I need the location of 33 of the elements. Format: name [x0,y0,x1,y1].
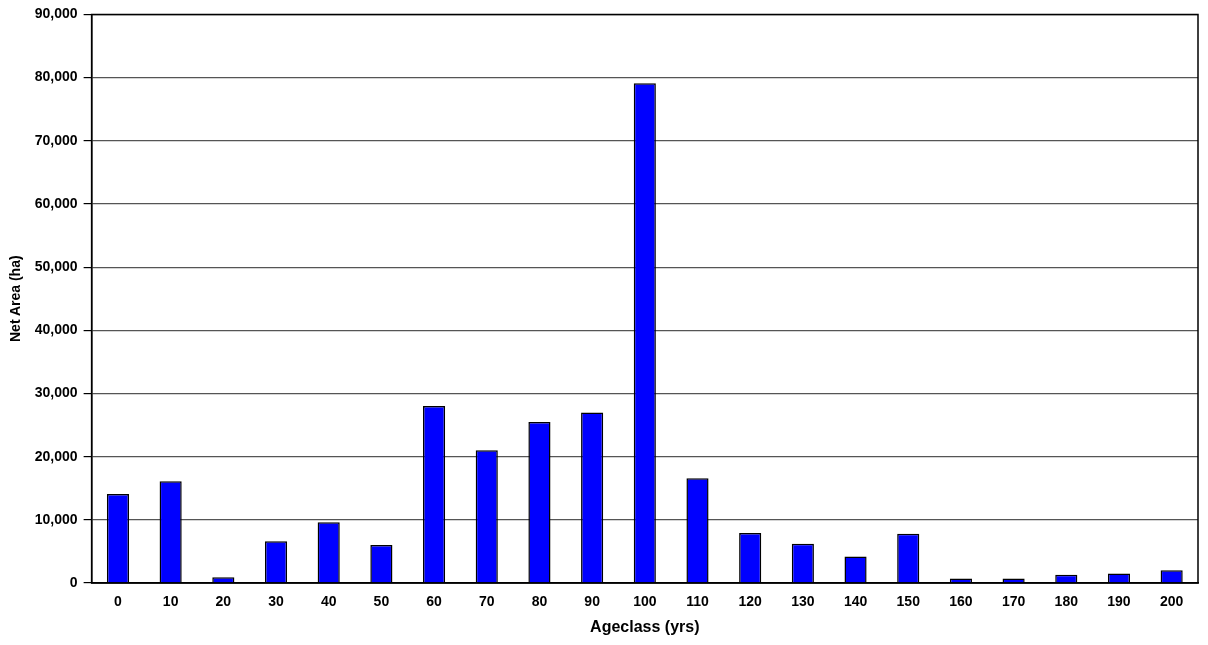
x-tick-label: 20 [215,593,232,610]
y-tick-label: 60,000 [34,194,78,211]
x-axis-title: Ageclass (yrs) [590,617,700,635]
x-tick-label: 0 [114,593,123,610]
y-tick-label: 0 [69,573,78,590]
x-tick-label: 70 [478,593,495,610]
x-tick-label: 100 [633,593,657,610]
x-tick-label: 40 [320,593,337,610]
y-axis-title: Net Area (ha) [7,255,24,343]
x-tick-label: 180 [1054,593,1079,610]
y-tick-label: 20,000 [34,447,78,464]
y-tick-label: 90,000 [34,5,78,22]
x-tick-label: 60 [426,593,443,610]
y-tick-label: 30,000 [34,384,78,401]
y-tick-label: 50,000 [34,257,78,274]
y-tick-label: 80,000 [34,68,78,85]
x-tick-label: 150 [896,593,921,610]
y-tick-label: 70,000 [34,131,78,148]
x-tick-label: 110 [686,593,709,610]
x-tick-label: 190 [1107,593,1131,610]
x-tick-label: 120 [738,593,763,610]
x-tick-label: 10 [162,593,179,610]
x-tick-label: 140 [843,593,868,610]
x-tick-label: 90 [584,593,601,610]
x-tick-label: 80 [531,593,548,610]
y-tick-label: 10,000 [34,510,78,527]
y-tick-label: 40,000 [34,321,78,338]
x-tick-label: 130 [791,593,815,610]
x-tick-label: 160 [949,593,973,610]
x-tick-label: 170 [1001,593,1026,610]
x-tick-label: 50 [373,593,390,610]
x-tick-label: 30 [268,593,285,610]
x-tick-label: 200 [1159,593,1184,610]
